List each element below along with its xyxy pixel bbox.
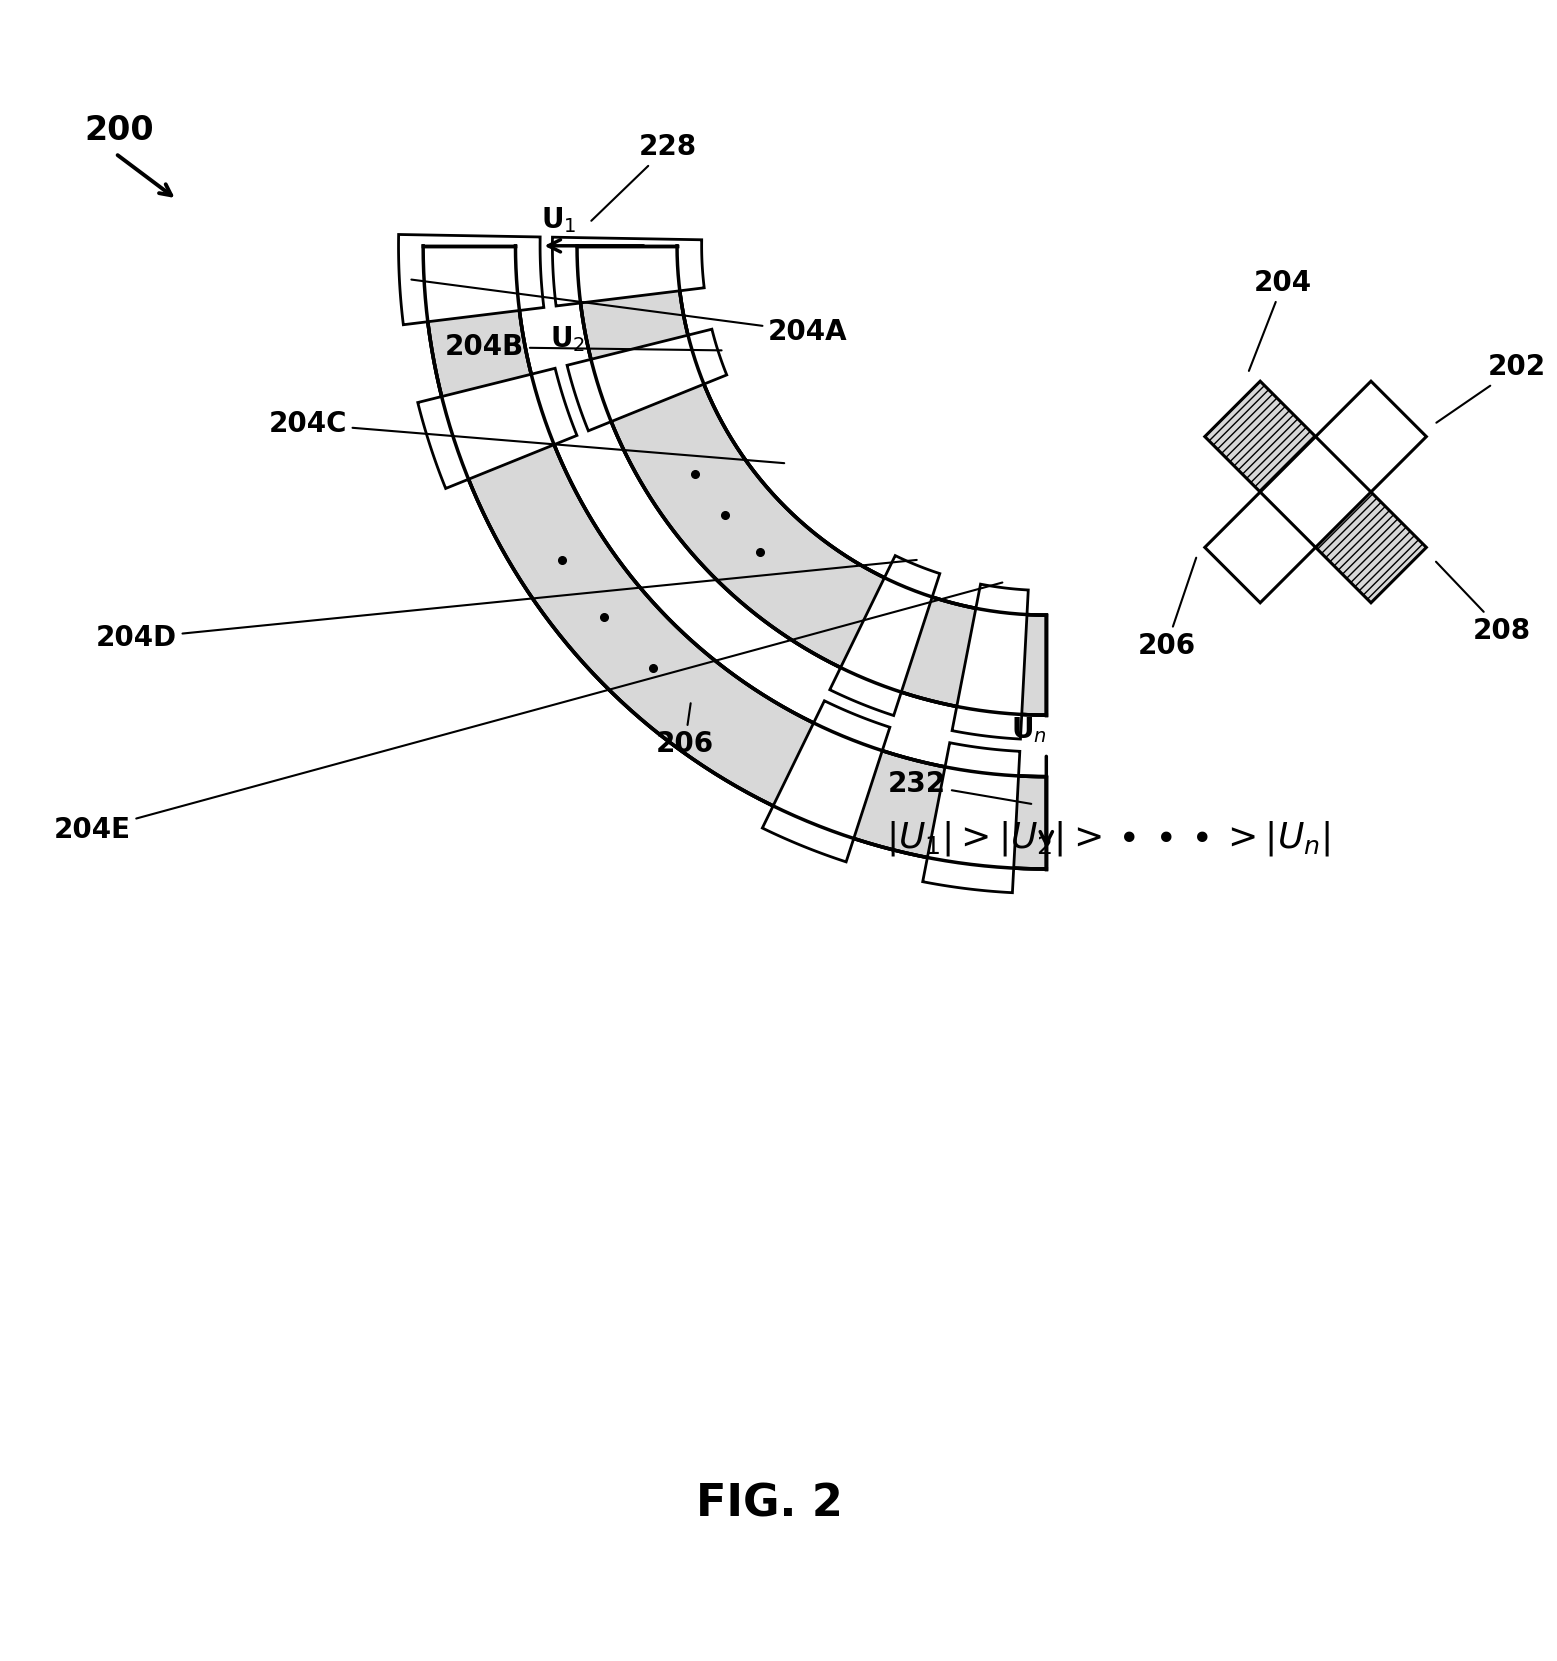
Polygon shape [951, 585, 1028, 739]
Text: 208: 208 [1436, 561, 1531, 644]
Polygon shape [553, 238, 704, 306]
Text: 204A: 204A [411, 279, 847, 345]
Polygon shape [1205, 382, 1316, 492]
Text: U$_2$: U$_2$ [550, 324, 585, 354]
Text: 204E: 204E [54, 583, 1003, 844]
Polygon shape [830, 555, 940, 716]
Polygon shape [1316, 492, 1426, 603]
Polygon shape [417, 369, 578, 488]
Polygon shape [578, 246, 1046, 716]
Polygon shape [399, 234, 543, 326]
Text: $|U_1|>|U_2|>\bullet\bullet\bullet>|U_n|$: $|U_1|>|U_2|>\bullet\bullet\bullet>|U_n|… [886, 819, 1330, 857]
Text: 200: 200 [84, 115, 154, 146]
Text: U$_1$: U$_1$ [542, 206, 578, 236]
Polygon shape [567, 329, 727, 430]
Polygon shape [763, 701, 891, 862]
Text: 232: 232 [887, 771, 1031, 804]
Polygon shape [424, 246, 1046, 869]
Text: FIG. 2: FIG. 2 [696, 1483, 842, 1526]
Text: 202: 202 [1437, 354, 1546, 422]
Polygon shape [1316, 382, 1426, 492]
Text: 206: 206 [1137, 558, 1196, 659]
Text: 204: 204 [1249, 269, 1313, 370]
Text: 204B: 204B [445, 334, 721, 360]
Polygon shape [923, 742, 1020, 892]
Text: 206: 206 [655, 703, 713, 759]
Text: 204C: 204C [268, 410, 785, 463]
Text: 228: 228 [592, 133, 696, 221]
Text: U$_n$: U$_n$ [1012, 716, 1048, 746]
Polygon shape [1205, 492, 1316, 603]
Text: 204D: 204D [97, 560, 917, 653]
